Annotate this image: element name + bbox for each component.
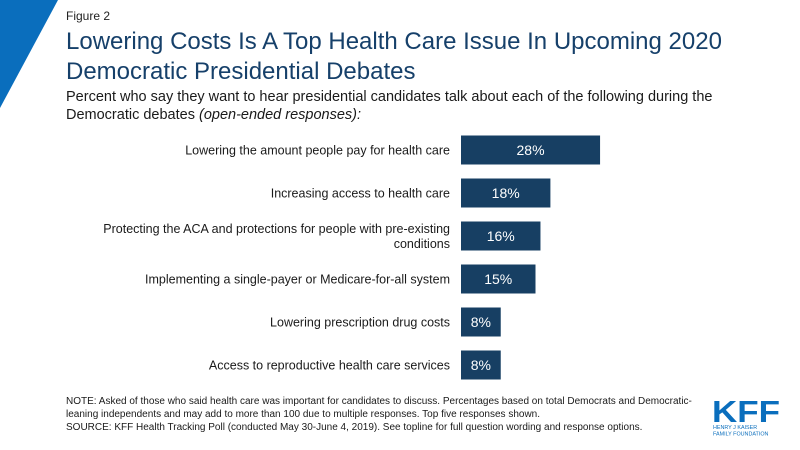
bar-value-label: 15% [484,271,512,287]
bar-6 [461,350,501,380]
corner-accent [0,0,58,108]
bar-value-label: 28% [517,142,545,158]
bar-value-label: 8% [471,357,491,373]
kff-logo: KFF HENRY J KAISER FAMILY FOUNDATION [712,394,780,438]
category-label: Protecting the ACA and protections for p… [103,222,450,236]
bar-2 [461,178,551,208]
bar-value-label: 8% [471,314,491,330]
bar-chart: 28% Lowering the amount people pay for he… [103,135,601,380]
bar-5 [461,307,501,337]
category-label: conditions [394,237,450,251]
subtitle-italic: (open-ended responses): [198,107,362,123]
category-label: Lowering prescription drug costs [270,316,450,330]
figure-label: Figure 2 [66,9,111,23]
bar-1 [461,135,601,165]
note-text: NOTE: Asked of those who said health car… [66,396,692,420]
bar-value-label: 18% [492,185,520,201]
notes: NOTE: Asked of those who said health car… [66,395,706,434]
category-label: Implementing a single-payer or Medicare-… [145,273,450,287]
bar-3 [461,221,541,251]
chart-title: Lowering Costs Is A Top Health Care Issu… [66,28,722,85]
source-text: SOURCE: KFF Health Tracking Poll (conduc… [66,422,643,433]
category-label: Increasing access to health care [271,187,450,201]
logo-wordmark: KFF [712,394,780,429]
chart-subtitle: Percent who say they want to hear presid… [66,88,786,124]
subtitle-text: Percent who say they want to hear presid… [66,89,713,123]
corner-accent-shape [0,0,58,108]
logo-line2: FAMILY FOUNDATION [713,432,769,438]
logo-line1: HENRY J KAISER [713,425,757,431]
category-label: Lowering the amount people pay for healt… [185,144,450,158]
bar-4 [461,264,536,294]
category-label: Access to reproductive health care servi… [209,359,450,373]
bar-value-label: 16% [487,228,515,244]
